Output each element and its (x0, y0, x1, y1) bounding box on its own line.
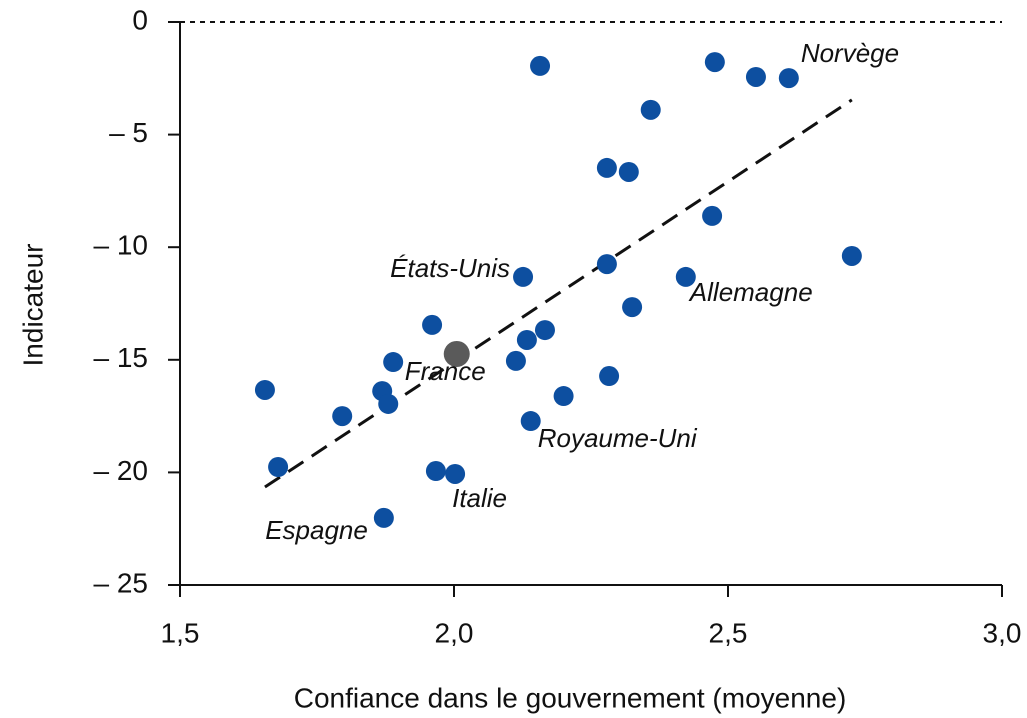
point (622, 297, 643, 318)
y-tick-label: – 25 (94, 567, 149, 598)
trend-line (264, 98, 853, 489)
point (268, 456, 289, 477)
point (373, 507, 394, 528)
point (383, 352, 404, 373)
point (443, 340, 470, 367)
x-tick-label: 2,5 (709, 617, 748, 648)
point (841, 245, 862, 266)
point (445, 463, 466, 484)
point (596, 254, 617, 275)
y-tick-label: – 10 (94, 230, 149, 261)
point (534, 320, 555, 341)
point-label: Italie (452, 483, 507, 513)
point (702, 205, 723, 226)
x-tick-label: 2,0 (435, 617, 474, 648)
point (378, 393, 399, 414)
point (599, 366, 620, 387)
point (513, 266, 534, 287)
point (745, 66, 766, 87)
point (675, 266, 696, 287)
y-tick-label: 0 (132, 4, 148, 35)
x-axis-title: Confiance dans le gouvernement (moyenne) (294, 682, 847, 713)
point-label: Espagne (265, 515, 368, 545)
point-label: Royaume-Uni (538, 423, 698, 453)
point-label: États-Unis (390, 253, 510, 283)
point (553, 386, 574, 407)
x-tick-label: 1,5 (161, 617, 200, 648)
point (254, 379, 275, 400)
point (640, 99, 661, 120)
point-label: Norvège (801, 38, 899, 68)
point (704, 52, 725, 73)
point (425, 461, 446, 482)
y-axis-title: Indicateur (17, 244, 48, 367)
point (422, 314, 443, 335)
point (520, 411, 541, 432)
point (530, 55, 551, 76)
point (596, 157, 617, 178)
point (618, 161, 639, 182)
point (516, 329, 537, 350)
point (778, 68, 799, 89)
x-tick-label: 3,0 (983, 617, 1022, 648)
y-tick-label: – 15 (94, 342, 149, 373)
point (332, 406, 353, 427)
point-label: France (405, 356, 486, 386)
point (505, 350, 526, 371)
y-tick-label: – 20 (94, 455, 149, 486)
y-tick-label: – 5 (109, 117, 148, 148)
point-label: Allemagne (688, 277, 813, 307)
